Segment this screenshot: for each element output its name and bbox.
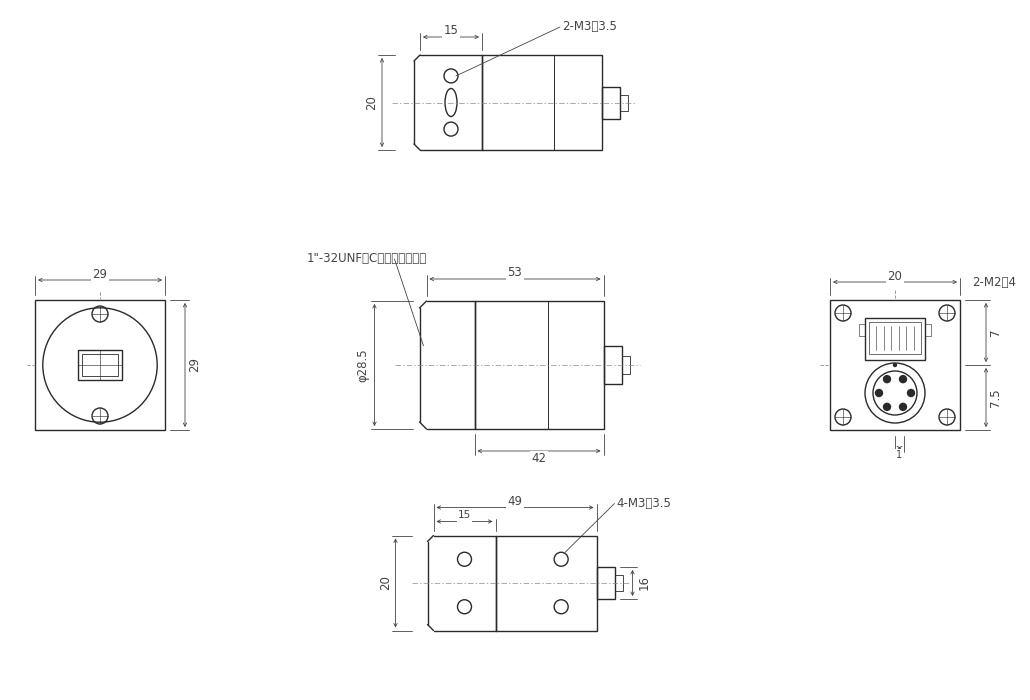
- Bar: [615, 575, 622, 591]
- Bar: [596, 567, 615, 599]
- Text: 42: 42: [531, 452, 547, 466]
- Bar: [482, 55, 602, 150]
- Circle shape: [884, 403, 891, 410]
- Text: 29: 29: [93, 267, 107, 281]
- Circle shape: [893, 363, 896, 367]
- Text: 20: 20: [379, 575, 392, 590]
- Bar: [602, 87, 620, 118]
- Bar: [830, 300, 960, 430]
- Text: 1"-32UNF（Cマウントネジ）: 1"-32UNF（Cマウントネジ）: [307, 253, 426, 265]
- Text: 7: 7: [990, 329, 1002, 336]
- Bar: [495, 536, 596, 631]
- Circle shape: [884, 376, 891, 383]
- Circle shape: [899, 403, 906, 410]
- Bar: [621, 356, 629, 374]
- Text: 4-M3深3.5: 4-M3深3.5: [617, 497, 672, 510]
- Circle shape: [907, 389, 915, 396]
- Bar: [865, 318, 925, 360]
- Text: φ28.5: φ28.5: [356, 348, 369, 382]
- Circle shape: [876, 389, 883, 396]
- Text: 20: 20: [366, 95, 378, 110]
- Text: 7.5: 7.5: [990, 389, 1002, 407]
- Bar: [78, 350, 122, 380]
- Text: 49: 49: [508, 495, 522, 508]
- Text: 2-M2深4: 2-M2深4: [972, 276, 1016, 288]
- Bar: [604, 346, 621, 384]
- Bar: [620, 94, 628, 111]
- Bar: [35, 300, 165, 430]
- Text: 20: 20: [888, 270, 902, 283]
- Text: 2-M3深3.5: 2-M3深3.5: [562, 20, 617, 34]
- Bar: [475, 301, 604, 429]
- Bar: [869, 322, 921, 354]
- Bar: [82, 354, 118, 376]
- Circle shape: [899, 376, 906, 383]
- Bar: [859, 324, 865, 336]
- Text: 1: 1: [896, 450, 902, 460]
- Text: 29: 29: [188, 358, 202, 372]
- Bar: [925, 324, 931, 336]
- Text: 15: 15: [458, 510, 471, 521]
- Text: 16: 16: [638, 575, 651, 591]
- Text: 15: 15: [444, 25, 458, 38]
- Text: 53: 53: [508, 267, 522, 279]
